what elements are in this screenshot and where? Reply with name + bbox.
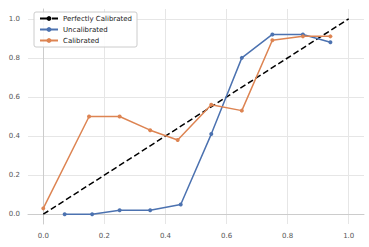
svg-text:0.4: 0.4: [160, 232, 172, 240]
svg-text:0.8: 0.8: [9, 54, 20, 62]
svg-text:0.2: 0.2: [99, 232, 110, 240]
svg-text:0.6: 0.6: [221, 232, 233, 240]
svg-text:0.4: 0.4: [9, 132, 21, 140]
svg-text:Calibrated: Calibrated: [63, 37, 99, 45]
svg-text:Uncalibrated: Uncalibrated: [63, 26, 108, 34]
svg-text:0.0: 0.0: [9, 210, 20, 218]
svg-text:1.0: 1.0: [9, 15, 20, 23]
svg-text:0.8: 0.8: [282, 232, 293, 240]
svg-text:1.0: 1.0: [343, 232, 354, 240]
svg-text:0.0: 0.0: [38, 232, 49, 240]
svg-text:Perfectly Calibrated: Perfectly Calibrated: [63, 15, 132, 23]
svg-text:0.6: 0.6: [9, 93, 21, 101]
svg-text:0.2: 0.2: [9, 171, 20, 179]
